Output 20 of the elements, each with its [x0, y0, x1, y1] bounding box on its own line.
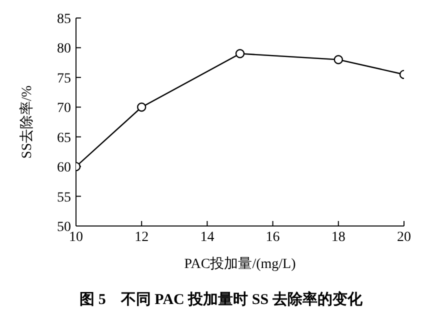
y-tick-label: 60: [57, 160, 71, 176]
text: 图 5 不同 PAC 投加量时 SS 去除率的变化: [78, 290, 364, 309]
x-tick-label: 14: [200, 230, 214, 245]
x-tick-label: 10: [69, 230, 83, 245]
y-tick-label: 55: [57, 190, 71, 206]
y-tick-label: 85: [57, 12, 71, 27]
x-tick-label: 18: [331, 230, 346, 245]
y-axis-title: SS去除率/%: [18, 85, 35, 159]
y-tick-label: 80: [57, 42, 71, 57]
x-tick-label: 20: [397, 230, 411, 245]
x-tick-label: 12: [134, 230, 149, 245]
y-tick-label: 65: [57, 130, 71, 146]
y-tick-label: 70: [57, 101, 71, 116]
point: [137, 102, 146, 112]
point: [334, 55, 343, 64]
y-tick-label: 50: [57, 220, 71, 235]
x-axis-title: PAC投加量/(mg/L): [184, 256, 296, 272]
x-tick-label: 16: [266, 230, 280, 245]
y-tick-label: 75: [57, 71, 71, 86]
point: [235, 49, 245, 58]
